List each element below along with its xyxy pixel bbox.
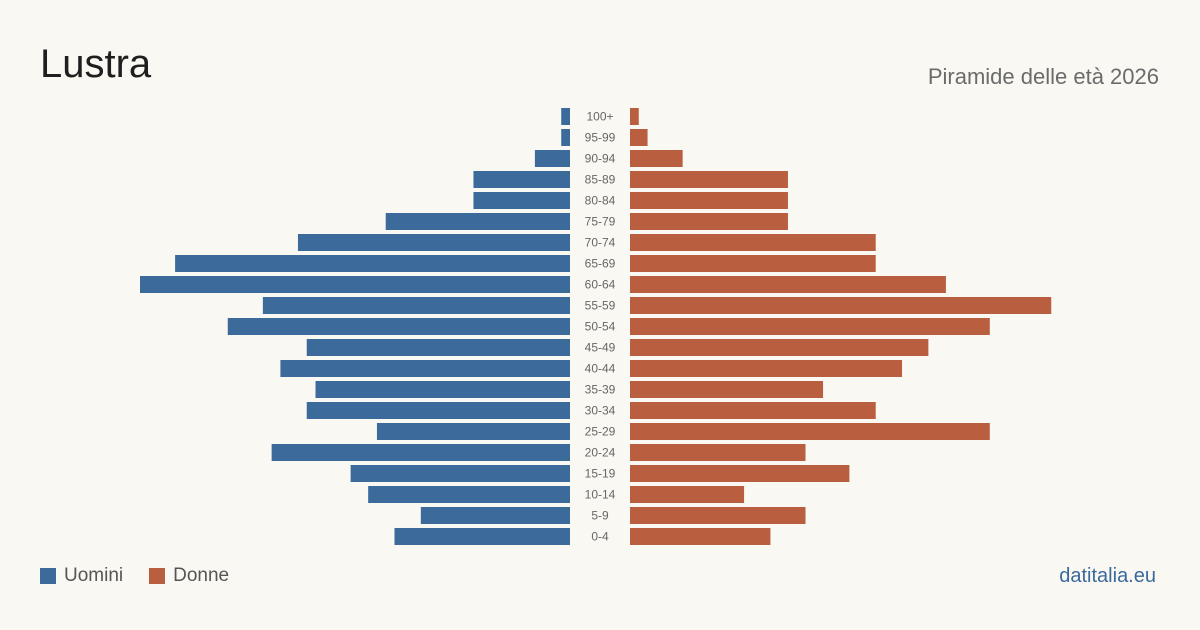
age-label-20-24: 20-24 xyxy=(585,446,616,460)
age-label-70-74: 70-74 xyxy=(585,236,616,250)
bar-women-85-89 xyxy=(630,171,788,188)
age-label-65-69: 65-69 xyxy=(585,257,616,271)
bar-men-50-54 xyxy=(227,318,570,335)
bar-men-95-99 xyxy=(561,129,570,146)
population-pyramid-chart: 100+ 95-99 90-94 85-89 80-84 75-79 70-74 65-69 6… xyxy=(140,108,1052,545)
age-label-90-94: 90-94 xyxy=(585,152,616,166)
bar-women-30-34 xyxy=(630,402,876,419)
bar-men-30-34 xyxy=(306,402,570,419)
legend-item-men: Uomini xyxy=(40,565,123,587)
bar-men-70-74 xyxy=(297,234,570,251)
legend: Uomini Donne xyxy=(40,565,229,587)
age-label-55-59: 55-59 xyxy=(585,299,616,313)
bar-men-10-14 xyxy=(368,486,570,503)
bar-women-70-74 xyxy=(630,234,876,251)
bar-women-20-24 xyxy=(630,444,806,461)
bar-women-10-14 xyxy=(630,486,745,503)
bar-women-25-29 xyxy=(630,423,990,440)
bar-women-60-64 xyxy=(630,276,946,293)
bar-women-5-9 xyxy=(630,507,806,524)
legend-label-men: Uomini xyxy=(64,565,124,586)
source-link[interactable]: datitalia.eu xyxy=(1059,565,1156,587)
bar-men-75-79 xyxy=(385,213,570,230)
age-label-50-54: 50-54 xyxy=(585,320,616,334)
bar-women-15-19 xyxy=(630,465,850,482)
chart-title: Lustra xyxy=(40,42,152,86)
age-label-35-39: 35-39 xyxy=(585,383,616,397)
age-label-15-19: 15-19 xyxy=(585,467,616,481)
bar-men-20-24 xyxy=(271,444,570,461)
bar-women-65-69 xyxy=(630,255,876,272)
bar-women-50-54 xyxy=(630,318,990,335)
age-label-85-89: 85-89 xyxy=(585,173,616,187)
bar-men-85-89 xyxy=(473,171,570,188)
bar-men-25-29 xyxy=(376,423,570,440)
bar-women-0-4 xyxy=(630,528,771,545)
age-label-95-99: 95-99 xyxy=(585,131,616,145)
age-label-25-29: 25-29 xyxy=(585,425,616,439)
bar-men-65-69 xyxy=(175,255,570,272)
bar-men-80-84 xyxy=(473,192,570,209)
bar-men-45-49 xyxy=(306,339,570,356)
bar-women-95-99 xyxy=(630,129,648,146)
age-label-10-14: 10-14 xyxy=(585,488,616,502)
legend-swatch-men xyxy=(40,568,56,584)
bar-men-15-19 xyxy=(350,465,570,482)
bar-men-55-59 xyxy=(262,297,570,314)
legend-item-women: Donne xyxy=(149,565,229,587)
age-label-30-34: 30-34 xyxy=(585,404,616,418)
bar-women-40-44 xyxy=(630,360,903,377)
legend-swatch-women xyxy=(149,568,166,584)
bar-women-80-84 xyxy=(630,192,788,209)
bar-women-75-79 xyxy=(630,213,788,230)
age-label-45-49: 45-49 xyxy=(585,341,616,355)
bar-men-35-39 xyxy=(315,381,570,398)
chart-subtitle: Piramide delle età 2026 xyxy=(927,64,1159,89)
age-label-5-9: 5-9 xyxy=(591,509,609,523)
bar-women-55-59 xyxy=(630,297,1052,314)
age-label-60-64: 60-64 xyxy=(585,278,616,292)
legend-label-women: Donne xyxy=(173,565,230,586)
age-label-75-79: 75-79 xyxy=(585,215,616,229)
bar-women-100plus xyxy=(630,108,639,125)
age-label-0-4: 0-4 xyxy=(591,530,609,544)
bar-men-0-4 xyxy=(394,528,570,545)
age-label-80-84: 80-84 xyxy=(585,194,616,208)
bar-women-90-94 xyxy=(630,150,683,167)
bar-men-90-94 xyxy=(534,150,570,167)
age-label-100plus: 100+ xyxy=(586,110,613,124)
bar-women-35-39 xyxy=(630,381,824,398)
bar-women-45-49 xyxy=(630,339,929,356)
bar-men-100plus xyxy=(561,108,570,125)
bar-men-60-64 xyxy=(140,276,570,293)
bar-men-5-9 xyxy=(420,507,570,524)
bar-men-40-44 xyxy=(280,360,570,377)
age-label-40-44: 40-44 xyxy=(585,362,616,376)
